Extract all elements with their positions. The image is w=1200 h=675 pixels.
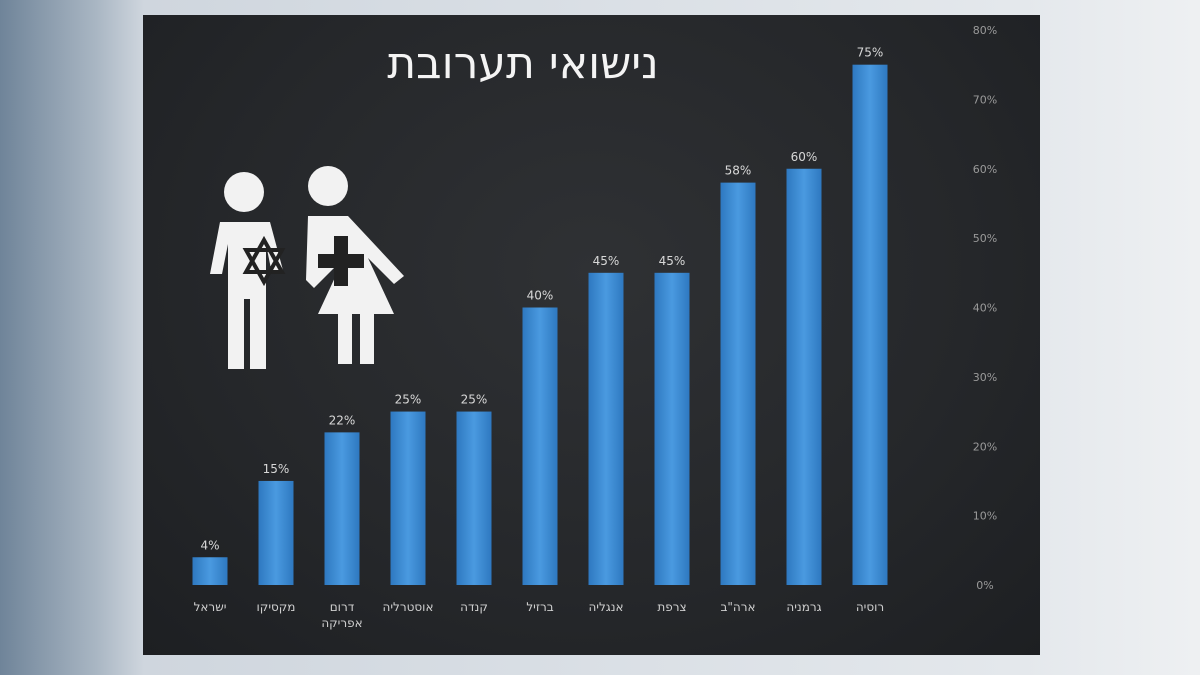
woman-head-icon <box>308 166 348 206</box>
star-of-david-icon <box>242 235 286 287</box>
category-label: ארה"ב <box>720 600 755 614</box>
chart-title: נישואי תערובת <box>387 38 659 89</box>
data-label: 75% <box>857 46 884 60</box>
y-tick-label: 50% <box>973 232 997 245</box>
data-label: 4% <box>200 538 219 552</box>
y-tick-label: 10% <box>973 510 997 523</box>
bar <box>390 411 426 585</box>
data-label: 58% <box>725 164 752 178</box>
data-label: 45% <box>659 254 686 268</box>
bar <box>720 182 756 585</box>
bar <box>522 307 558 585</box>
data-label: 40% <box>527 289 554 303</box>
y-tick-label: 0% <box>976 579 993 592</box>
data-label: 60% <box>791 150 818 164</box>
cross-icon <box>318 236 364 286</box>
y-tick-label: 20% <box>973 440 997 453</box>
bar <box>192 557 228 585</box>
woman-figure-icon <box>306 216 404 364</box>
couple-pictogram <box>210 166 404 369</box>
y-tick-label: 30% <box>973 371 997 384</box>
data-label: 15% <box>263 462 290 476</box>
man-figure-icon <box>210 222 284 369</box>
man-head-icon <box>224 172 264 212</box>
category-label: קנדה <box>460 600 488 614</box>
category-label: מקסיקו <box>257 600 296 614</box>
bar <box>786 168 822 585</box>
bar <box>258 480 294 585</box>
y-tick-label: 80% <box>973 24 997 37</box>
y-tick-label: 40% <box>973 302 997 315</box>
category-label: ישראל <box>194 600 227 614</box>
data-label: 45% <box>593 254 620 268</box>
category-label: ברזיל <box>526 600 553 614</box>
bar <box>654 272 690 585</box>
bar <box>588 272 624 585</box>
bar <box>852 64 888 585</box>
category-label: דרום אפריקה <box>321 600 362 630</box>
category-label: רוסיה <box>856 600 884 614</box>
category-label: אוסטרליה <box>383 600 434 614</box>
y-tick-label: 60% <box>973 163 997 176</box>
data-label: 22% <box>329 413 356 427</box>
bar <box>456 411 492 585</box>
data-label: 25% <box>461 393 488 407</box>
data-label: 25% <box>395 393 422 407</box>
bar <box>324 432 360 585</box>
category-label: אנגליה <box>588 600 623 614</box>
y-tick-label: 70% <box>973 93 997 106</box>
category-label: צרפת <box>657 600 686 614</box>
category-label: גרמניה <box>786 600 821 614</box>
